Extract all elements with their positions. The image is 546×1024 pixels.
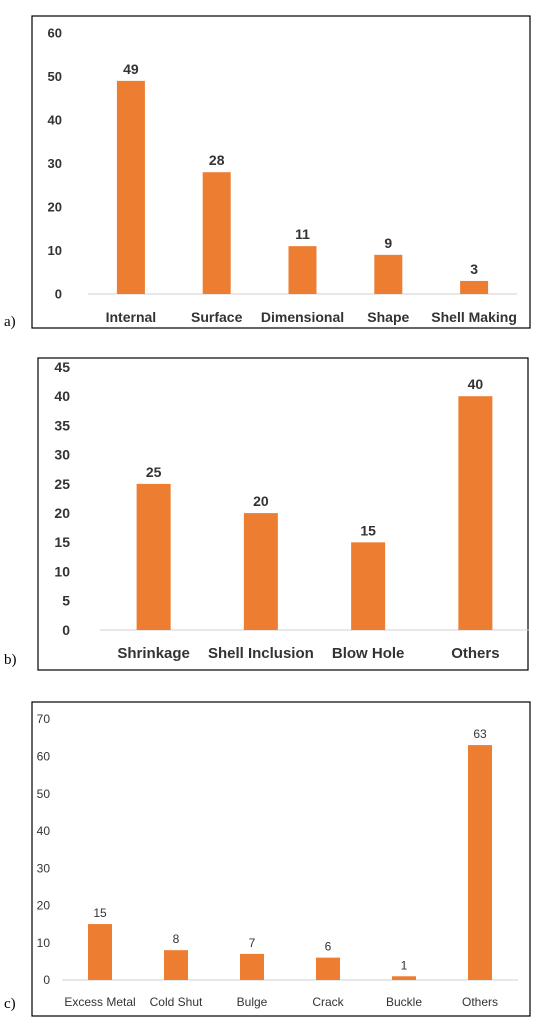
x-tick-label: Surface [191, 309, 243, 325]
chart-panel-b: 0 5 10 15 20 25 30 35 40 45 25 Shrinkage 20 Shell Inc… [0, 340, 546, 690]
y-tick-label: 0 [62, 622, 70, 638]
bar [202, 172, 231, 294]
data-label: 6 [325, 940, 332, 954]
y-tick-label: 10 [48, 243, 62, 258]
bar [316, 957, 340, 980]
data-label: 1 [401, 958, 408, 972]
bar-chart-c: 0 10 20 30 40 50 60 70 15 Excess Metal 8 Cold Shut 7… [31, 701, 531, 1017]
y-tick-label: 50 [37, 787, 51, 801]
x-tick-label: Bulge [237, 995, 268, 1009]
x-tick-label: Shell Inclusion [208, 645, 314, 662]
chart-frame-a [31, 15, 531, 329]
y-tick-label: 30 [54, 447, 70, 463]
x-tick-label: Excess Metal [64, 995, 135, 1009]
x-tick-label: Others [451, 645, 499, 662]
bar [392, 976, 416, 980]
y-tick-label: 30 [37, 861, 51, 875]
x-tick-label: Shape [367, 309, 409, 325]
bar [460, 280, 489, 294]
bar [116, 80, 145, 294]
y-tick-label: 40 [37, 824, 51, 838]
x-tick-label: Shrinkage [117, 645, 190, 662]
data-label: 49 [123, 61, 139, 77]
y-tick-label: 40 [48, 113, 62, 128]
data-label: 40 [468, 376, 484, 392]
y-tick-label: 0 [55, 287, 62, 302]
bar [240, 953, 264, 980]
bar [288, 246, 317, 294]
y-tick-label: 60 [37, 749, 51, 763]
panel-label-c: c) [4, 996, 16, 1012]
bar [88, 924, 112, 980]
data-label: 15 [93, 906, 107, 920]
panel-label-b: b) [4, 652, 17, 668]
y-tick-label: 0 [43, 973, 50, 987]
y-tick-label: 15 [54, 534, 70, 550]
data-label: 25 [146, 464, 162, 480]
data-label: 15 [360, 522, 376, 538]
bar [458, 396, 493, 630]
panel-label-a: a) [4, 314, 16, 330]
bar [351, 542, 386, 630]
bar [136, 483, 171, 630]
bar [243, 513, 278, 630]
y-tick-label: 20 [37, 899, 51, 913]
bar [374, 254, 403, 294]
bar-chart-a: 0 10 20 30 40 50 60 49 Internal 28 Surface 11 Dimens… [31, 15, 531, 329]
y-tick-label: 35 [54, 417, 70, 433]
chart-frame-c [31, 701, 531, 1017]
x-tick-label: Buckle [386, 995, 422, 1009]
y-tick-label: 25 [54, 476, 70, 492]
y-tick-label: 10 [37, 936, 51, 950]
y-tick-label: 40 [54, 388, 70, 404]
y-tick-label: 10 [54, 563, 70, 579]
x-tick-label: Crack [312, 995, 344, 1009]
data-label: 28 [209, 152, 225, 168]
y-tick-label: 45 [54, 359, 70, 375]
y-tick-label: 60 [48, 26, 62, 41]
bar [468, 745, 492, 980]
chart-panel-a: 0 10 20 30 40 50 60 49 Internal 28 Surface 11 Dimens… [0, 0, 546, 340]
x-tick-label: Internal [106, 309, 157, 325]
bar [164, 950, 188, 980]
x-tick-label: Dimensional [261, 309, 344, 325]
data-label: 9 [384, 235, 392, 251]
data-label: 3 [470, 261, 478, 277]
y-tick-label: 20 [48, 200, 62, 215]
bar-chart-b: 0 5 10 15 20 25 30 35 40 45 25 Shrinkage 20 Shell Inc… [37, 357, 529, 671]
data-label: 63 [473, 727, 487, 741]
data-label: 7 [249, 936, 256, 950]
y-tick-label: 5 [62, 593, 70, 609]
y-tick-label: 30 [48, 156, 62, 171]
x-tick-label: Others [462, 995, 498, 1009]
x-tick-label: Shell Making [431, 309, 517, 325]
y-tick-label: 50 [48, 69, 62, 84]
data-label: 8 [173, 932, 180, 946]
data-label: 20 [253, 493, 269, 509]
x-tick-label: Cold Shut [150, 995, 203, 1009]
y-tick-label: 20 [54, 505, 70, 521]
y-tick-label: 70 [37, 712, 51, 726]
chart-frame-b [37, 357, 529, 671]
chart-panel-c: 0 10 20 30 40 50 60 70 15 Excess Metal 8 Cold Shut 7… [0, 690, 546, 1024]
x-tick-label: Blow Hole [332, 645, 405, 662]
data-label: 11 [295, 226, 310, 242]
